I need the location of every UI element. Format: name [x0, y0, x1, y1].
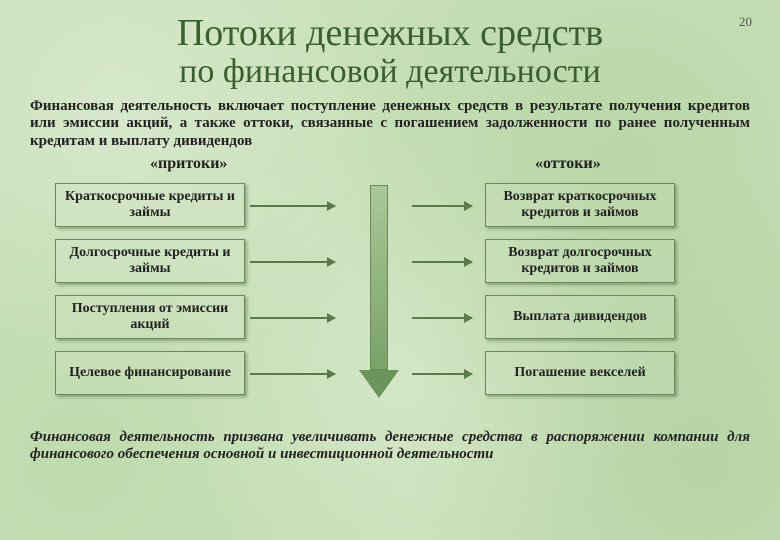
intro-paragraph: Финансовая деятельность включает поступл… — [0, 90, 780, 155]
outflow-box: Возврат долгосрочных кредитов и займов — [485, 239, 675, 283]
slide-title: Потоки денежных средств по финансовой де… — [0, 0, 780, 90]
page-number: 20 — [739, 14, 752, 30]
flow-diagram: «притоки» «оттоки» Краткосрочные кредиты… — [0, 155, 780, 425]
inflows-header: «притоки» — [150, 155, 227, 173]
inflow-box: Целевое финансирование — [55, 351, 245, 395]
inflow-box: Поступления от эмиссии акций — [55, 295, 245, 339]
outflow-box: Возврат краткосрочных кредитов и займов — [485, 183, 675, 227]
arrow-center-to-right-icon — [412, 261, 472, 263]
inflow-box: Долгосрочные кредиты и займы — [55, 239, 245, 283]
arrow-left-to-center-icon — [250, 373, 335, 375]
arrow-center-to-right-icon — [412, 317, 472, 319]
outro-paragraph: Финансовая деятельность призвана увеличи… — [0, 425, 780, 464]
arrow-center-to-right-icon — [412, 373, 472, 375]
outflows-header: «оттоки» — [535, 155, 601, 173]
inflow-box: Краткосрочные кредиты и займы — [55, 183, 245, 227]
outflow-box: Погашение векселей — [485, 351, 675, 395]
outflow-box: Выплата дивидендов — [485, 295, 675, 339]
arrow-center-to-right-icon — [412, 205, 472, 207]
center-down-arrow-icon — [370, 185, 399, 398]
title-line2: по финансовой деятельности — [0, 54, 780, 90]
arrow-left-to-center-icon — [250, 317, 335, 319]
arrow-left-to-center-icon — [250, 261, 335, 263]
title-line1: Потоки денежных средств — [0, 14, 780, 54]
arrow-left-to-center-icon — [250, 205, 335, 207]
